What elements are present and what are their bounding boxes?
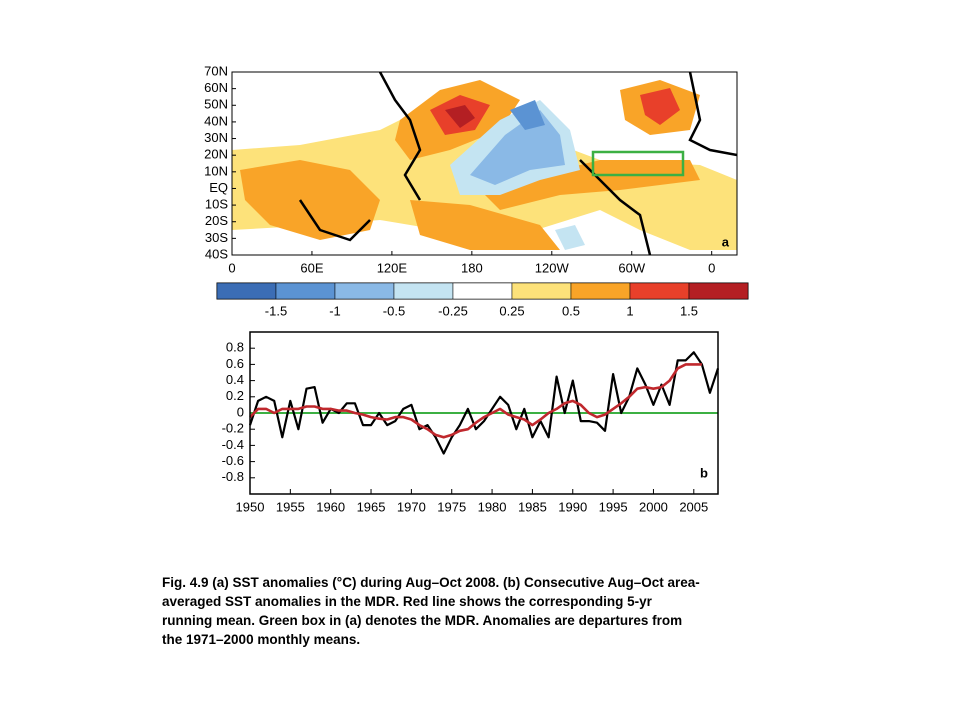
colorbar-tick-label: 0.25 xyxy=(499,303,524,318)
anomaly-area xyxy=(470,110,565,185)
colorbar-tick-label: 1.5 xyxy=(680,303,698,318)
y-tick-label: 50N xyxy=(204,97,228,112)
y-tick-label: 40S xyxy=(205,246,228,261)
caption-line: Fig. 4.9 (a) SST anomalies (°C) during A… xyxy=(162,575,700,590)
x-tick-label: 1985 xyxy=(518,499,547,514)
anomaly-area xyxy=(445,105,475,128)
map-field xyxy=(232,72,737,255)
y-tick-label: 10S xyxy=(205,197,228,212)
x-tick-label: 120W xyxy=(535,260,570,275)
x-tick-label: 1980 xyxy=(478,499,507,514)
y-tick-label: -0.2 xyxy=(222,421,244,436)
y-tick-label: 30N xyxy=(204,130,228,145)
y-tick-label: -0.8 xyxy=(222,469,244,484)
colorbar-tick-label: -1 xyxy=(329,303,341,318)
y-tick-label: 40N xyxy=(204,113,228,128)
y-tick-label: 0.8 xyxy=(226,340,244,355)
x-tick-label: 1950 xyxy=(236,499,265,514)
y-tick-label: -0.6 xyxy=(222,453,244,468)
anomaly-area xyxy=(410,200,560,250)
y-tick-label: 0.4 xyxy=(226,372,244,387)
y-tick-label: 0 xyxy=(237,404,244,419)
colorbar-swatch xyxy=(216,282,277,300)
colorbar-swatch xyxy=(275,282,336,300)
colorbar-swatch xyxy=(629,282,690,300)
anomaly-area xyxy=(640,88,680,125)
x-tick-label: 2005 xyxy=(679,499,708,514)
caption-line: the 1971–2000 monthly means. xyxy=(162,632,361,647)
caption-line: averaged SST anomalies in the MDR. Red l… xyxy=(162,594,652,609)
panel-label: a xyxy=(722,234,730,249)
anomaly-area xyxy=(510,100,545,130)
x-tick-label: 2000 xyxy=(639,499,668,514)
x-tick-label: 1975 xyxy=(437,499,466,514)
colorbar-tick-label: 0.5 xyxy=(562,303,580,318)
x-tick-label: 1960 xyxy=(316,499,345,514)
y-tick-label: 20S xyxy=(205,213,228,228)
anomaly-area xyxy=(240,160,380,240)
colorbar-swatch xyxy=(334,282,395,300)
y-tick-label: -0.4 xyxy=(222,437,244,452)
colorbar-swatch xyxy=(570,282,631,300)
y-tick-label: 0.6 xyxy=(226,356,244,371)
colorbar-tick-label: -1.5 xyxy=(265,303,287,318)
y-tick-label: 10N xyxy=(204,163,228,178)
y-tick-label: EQ xyxy=(209,180,228,195)
y-tick-label: 70N xyxy=(204,63,228,78)
caption-line: running mean. Green box in (a) denotes t… xyxy=(162,613,683,628)
y-tick-label: 60N xyxy=(204,80,228,95)
x-tick-label: 60W xyxy=(618,260,645,275)
x-tick-label: 60E xyxy=(300,260,323,275)
coastline xyxy=(298,72,737,255)
colorbar-swatch xyxy=(393,282,454,300)
x-tick-label: 0 xyxy=(228,260,235,275)
mdr-box xyxy=(591,150,685,177)
x-tick-label: 1965 xyxy=(357,499,386,514)
anomaly-area xyxy=(480,160,700,210)
x-tick-label: 1990 xyxy=(558,499,587,514)
x-tick-label: 120E xyxy=(377,260,408,275)
plot-frame xyxy=(249,331,719,495)
series-line xyxy=(249,363,702,439)
x-tick-label: 0 xyxy=(708,260,715,275)
y-tick-label: 20N xyxy=(204,147,228,162)
y-tick-label: 0.2 xyxy=(226,388,244,403)
caption: Fig. 4.9 (a) SST anomalies (°C) during A… xyxy=(162,573,842,649)
x-tick-label: 1955 xyxy=(276,499,305,514)
colorbar-tick-label: -0.25 xyxy=(438,303,468,318)
colorbar-swatch xyxy=(688,282,749,300)
y-tick-label: 30S xyxy=(205,230,228,245)
colorbar-swatch xyxy=(452,282,513,300)
x-tick-label: 1995 xyxy=(599,499,628,514)
panel-label: b xyxy=(700,465,708,480)
map-frame xyxy=(231,71,738,256)
colorbar-swatch xyxy=(511,282,572,300)
anomaly-area xyxy=(555,225,585,250)
x-tick-label: 1970 xyxy=(397,499,426,514)
colorbar-tick-label: 1 xyxy=(626,303,633,318)
x-tick-label: 180 xyxy=(461,260,483,275)
series-line xyxy=(248,351,720,455)
colorbar-tick-label: -0.5 xyxy=(383,303,405,318)
